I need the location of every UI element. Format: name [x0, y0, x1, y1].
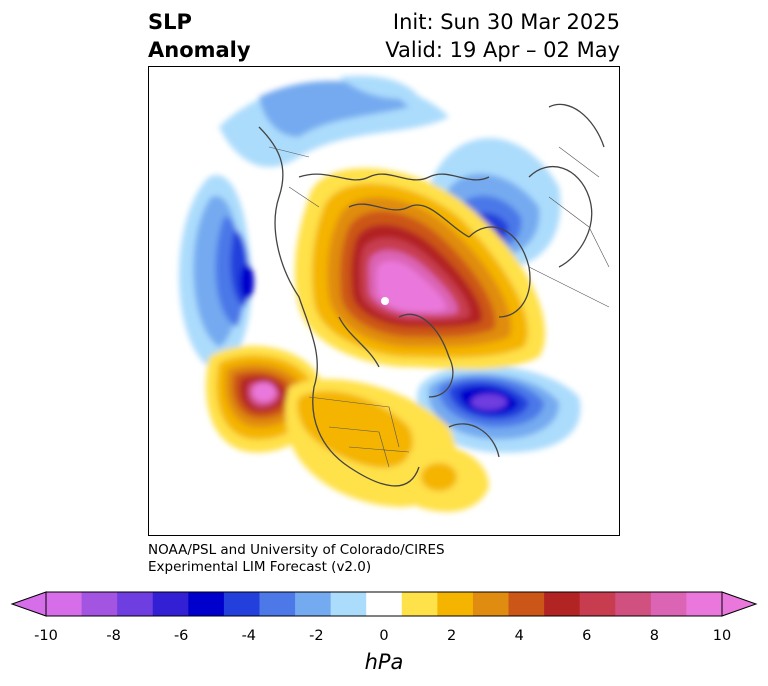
- colorbar-segment: [366, 592, 403, 616]
- colorbar-segment: [615, 592, 652, 616]
- colorbar-segment: [437, 592, 474, 616]
- colorbar-tick-label: -8: [106, 628, 121, 644]
- colorbar-segment: [579, 592, 616, 616]
- title-left: SLP Anomaly: [148, 8, 251, 64]
- colorbar-tick-label: 4: [514, 628, 524, 644]
- valid-range: Valid: 19 Apr – 02 May: [385, 38, 620, 62]
- colorbar-segment: [686, 592, 723, 616]
- colorbar-segment: [401, 592, 438, 616]
- low-atlantic: [417, 365, 581, 453]
- colorbar-tick-label: 2: [446, 628, 457, 644]
- colorbar-segment: [46, 592, 83, 616]
- title-anomaly: Anomaly: [148, 38, 251, 62]
- colorbar-tick-label: 10: [712, 628, 732, 644]
- map-svg: [179, 75, 610, 512]
- coastlines: [258, 103, 605, 487]
- anomaly-map: [148, 66, 620, 536]
- colorbar-tick-label: 0: [379, 628, 389, 644]
- north-pole-marker: [381, 297, 389, 305]
- colorbar-segment: [330, 592, 367, 616]
- low-north: [219, 75, 449, 167]
- colorbar-segment: [295, 592, 332, 616]
- colorbar-outline: [45, 591, 723, 617]
- title-slp: SLP: [148, 10, 192, 34]
- colorbar-tick-label: -4: [241, 628, 257, 644]
- colorbar-tick-label: 8: [649, 628, 660, 644]
- colorbar-tick-label: -2: [309, 628, 324, 644]
- borders: [268, 146, 610, 468]
- colorbar-segment: [508, 592, 545, 616]
- colorbar-tick-label: -10: [34, 628, 58, 644]
- colorbar: [10, 591, 758, 617]
- colorbar-segment: [544, 592, 581, 616]
- colorbar-segment: [117, 592, 154, 616]
- credit-line2: Experimental LIM Forecast (v2.0): [148, 559, 372, 575]
- colorbar-arrow-left: [10, 591, 47, 617]
- init-date: Init: Sun 30 Mar 2025: [392, 10, 620, 34]
- title-right: Init: Sun 30 Mar 2025 Valid: 19 Apr – 02…: [385, 8, 620, 64]
- colorbar-segment: [152, 592, 189, 616]
- colorbar-segment: [81, 592, 118, 616]
- colorbar-segment: [472, 592, 510, 616]
- high-us: [285, 379, 489, 512]
- unit-label: hPa: [364, 650, 404, 674]
- colorbar-arrow-right: [721, 591, 758, 617]
- colorbar-segment: [259, 592, 296, 616]
- colorbar-segment: [223, 592, 260, 616]
- credit: NOAA/PSL and University of Colorado/CIRE…: [148, 542, 445, 576]
- colorbar-segment: [188, 592, 225, 616]
- colorbar-tick-label: 6: [582, 628, 592, 644]
- credit-line1: NOAA/PSL and University of Colorado/CIRE…: [148, 542, 445, 558]
- colorbar-segment: [650, 592, 687, 616]
- low-northwest: [179, 175, 254, 369]
- colorbar-tick-label: -6: [173, 628, 189, 644]
